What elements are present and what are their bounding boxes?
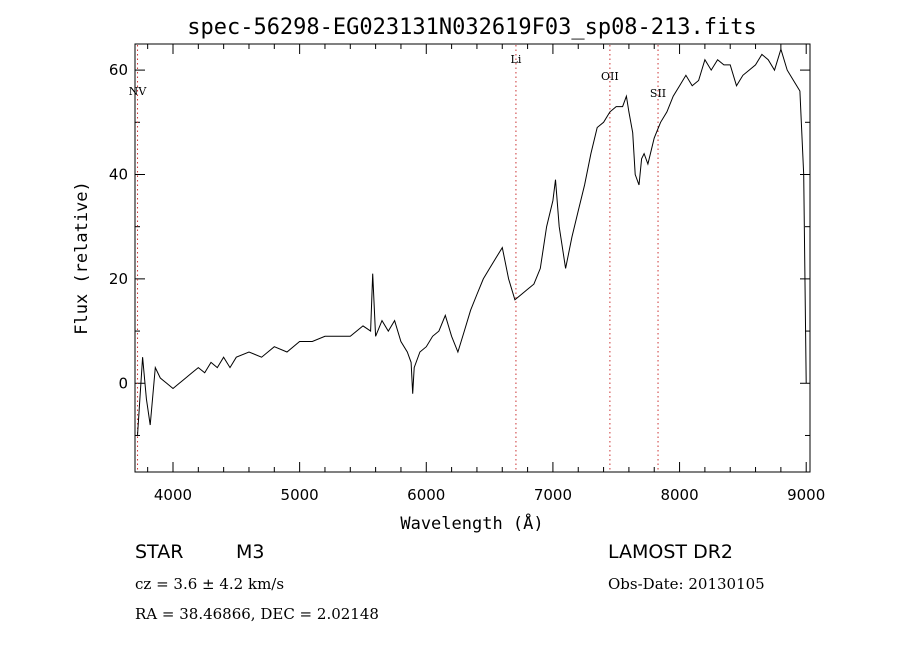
line-marker-label: NV bbox=[129, 85, 148, 98]
axis-ticks: 4000 5000 6000 7000 8000 9000 0 20 40 60 bbox=[109, 44, 825, 504]
observation-date: Obs-Date: 20130105 bbox=[608, 575, 765, 593]
line-marker-label: Li bbox=[511, 53, 522, 66]
y-tick-label: 20 bbox=[109, 270, 128, 288]
x-tick-label: 6000 bbox=[407, 486, 445, 504]
redshift-cz: cz = 3.6 ± 4.2 km/s bbox=[135, 575, 285, 593]
line-marker-label: SII bbox=[650, 87, 666, 100]
coordinates: RA = 38.46866, DEC = 2.02148 bbox=[135, 605, 379, 623]
x-tick-label: 7000 bbox=[534, 486, 572, 504]
chart-title: spec-56298-EG023131N032619F03_sp08-213.f… bbox=[187, 15, 757, 40]
x-tick-label: 8000 bbox=[660, 486, 698, 504]
x-tick-label: 5000 bbox=[281, 486, 319, 504]
y-tick-label: 60 bbox=[109, 61, 128, 79]
spectral-subclass: M3 bbox=[236, 541, 265, 563]
line-markers: NV Li OII SII bbox=[129, 45, 666, 471]
x-axis-label: Wavelength (Å) bbox=[400, 512, 543, 534]
object-class: STAR bbox=[135, 541, 184, 563]
line-marker-label: OII bbox=[601, 70, 619, 83]
y-axis-label: Flux (relative) bbox=[72, 181, 92, 335]
y-tick-label: 0 bbox=[118, 374, 128, 392]
y-tick-label: 40 bbox=[109, 165, 128, 183]
plot-area: 4000 5000 6000 7000 8000 9000 0 20 40 60 NV Li OII S… bbox=[109, 43, 825, 504]
plot-frame bbox=[134, 43, 811, 473]
spectrum-line bbox=[137, 47, 807, 436]
x-tick-label: 4000 bbox=[154, 486, 192, 504]
x-tick-label: 9000 bbox=[787, 486, 825, 504]
survey-name: LAMOST DR2 bbox=[608, 541, 733, 563]
